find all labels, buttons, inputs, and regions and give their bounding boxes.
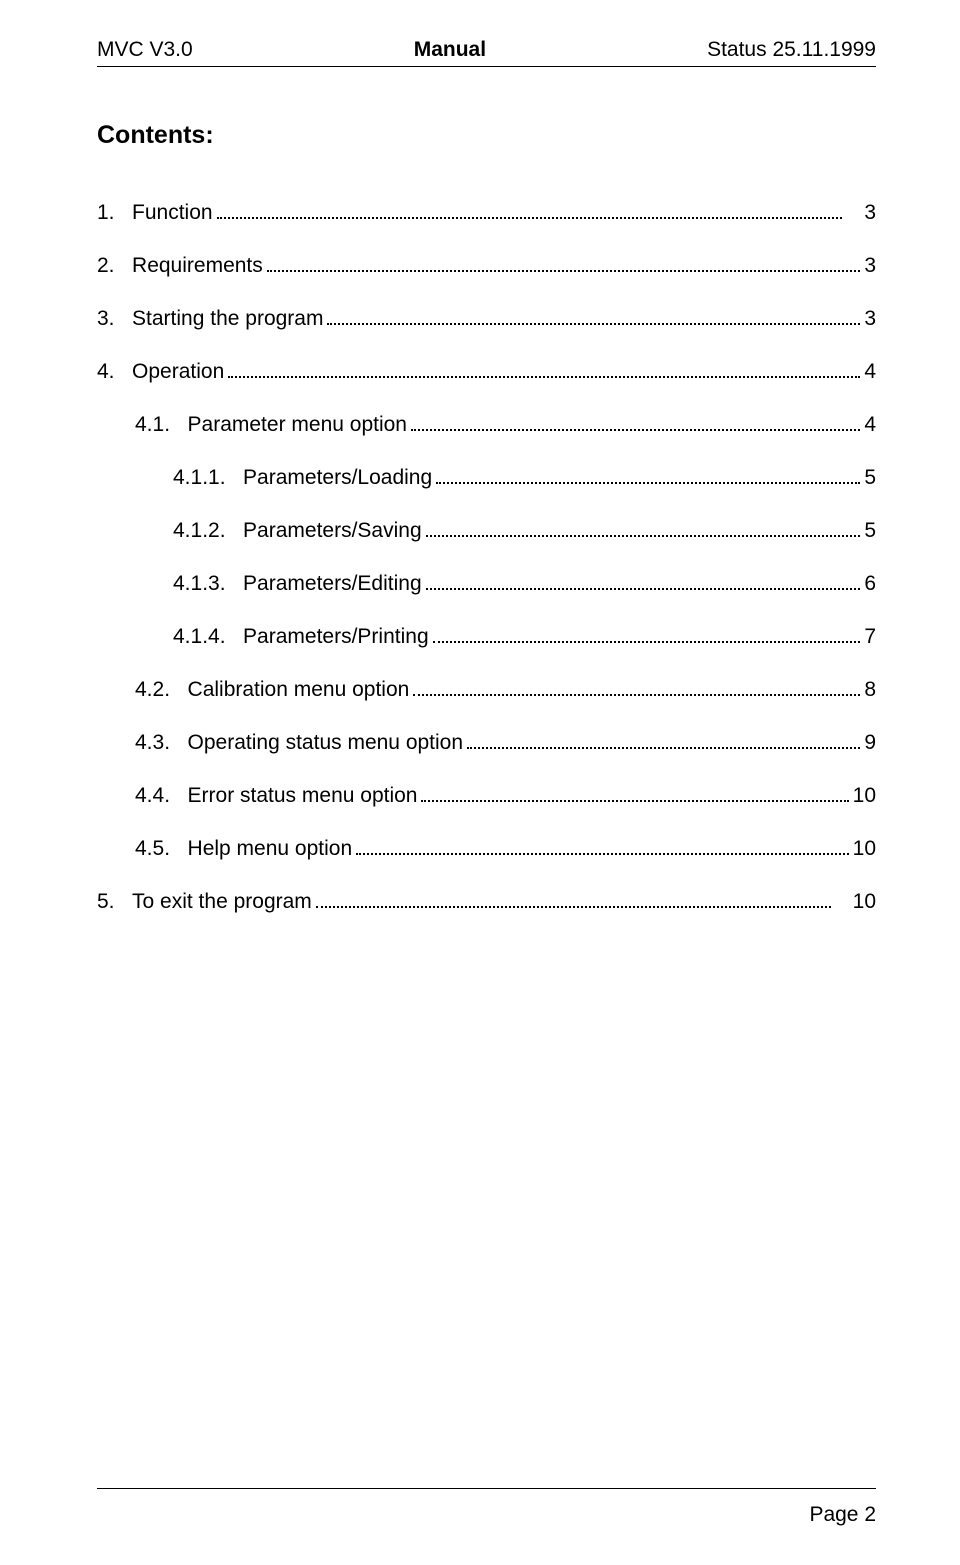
toc-entry-number: 5. (97, 890, 132, 914)
toc-entry-text: Parameters/Printing (243, 625, 429, 649)
toc-entry-page: 3 (864, 307, 876, 331)
toc-entry-page: 4 (864, 413, 876, 437)
toc-leader-dots (316, 887, 831, 908)
toc-entry-page: 10 (853, 837, 876, 861)
toc-entry: 4.5. Help menu option 10 (97, 834, 876, 861)
toc-entry-page: 5 (864, 466, 876, 490)
contents-title: Contents: (97, 121, 876, 150)
toc-leader-dots (426, 516, 861, 537)
toc-entry: 4. Operation 4 (97, 357, 876, 384)
toc-entry: 2. Requirements 3 (97, 251, 876, 278)
toc-entry-number: 2. (97, 254, 132, 278)
toc-entry: 4.1.1. Parameters/Loading 5 (97, 463, 876, 490)
toc-entry-number: 4.4. (135, 784, 188, 808)
toc-leader-dots (217, 198, 843, 219)
toc-entry-text: Calibration menu option (188, 678, 410, 702)
toc-entry-text: Error status menu option (188, 784, 418, 808)
toc-entry-text: Function (132, 201, 213, 225)
toc-entry-number: 4.3. (135, 731, 188, 755)
document-page: MVC V3.0 Manual Status 25.11.1999 Conten… (0, 0, 960, 1565)
header-left: MVC V3.0 (97, 38, 193, 62)
toc-entry-page: 4 (864, 360, 876, 384)
toc-leader-dots (411, 410, 860, 431)
toc-entry-page: 10 (853, 784, 876, 808)
toc-leader-dots (267, 251, 861, 272)
toc-entry-text: Starting the program (132, 307, 323, 331)
toc-entry-text: Operating status menu option (188, 731, 464, 755)
toc-entry: 4.1.4. Parameters/Printing 7 (97, 622, 876, 649)
toc-entry-text: Parameters/Saving (243, 519, 422, 543)
toc-entry-page: 3 (846, 201, 876, 225)
toc-entry-page: 9 (864, 731, 876, 755)
toc-entry-number: 4.1.4. (173, 625, 243, 649)
toc-leader-dots (421, 781, 848, 802)
footer-page-number: Page 2 (97, 1503, 876, 1527)
toc-entry-page: 10 (835, 890, 876, 914)
toc-entry-number: 4.1. (135, 413, 188, 437)
toc-entry-page: 5 (864, 519, 876, 543)
toc-entry-number: 4.1.2. (173, 519, 243, 543)
header-rule (97, 66, 876, 67)
toc-entry-number: 4.1.3. (173, 572, 243, 596)
toc-entry: 4.2. Calibration menu option 8 (97, 675, 876, 702)
toc-leader-dots (356, 834, 849, 855)
toc-entry-text: Operation (132, 360, 224, 384)
toc-leader-dots (413, 675, 860, 696)
page-header: MVC V3.0 Manual Status 25.11.1999 (97, 38, 876, 62)
toc-entry: 4.1. Parameter menu option 4 (97, 410, 876, 437)
toc-entry-text: To exit the program (132, 890, 312, 914)
header-center: Manual (414, 38, 486, 62)
toc-entry-text: Parameters/Editing (243, 572, 422, 596)
toc-entry-text: Requirements (132, 254, 263, 278)
footer-rule (97, 1488, 876, 1489)
toc-leader-dots (327, 304, 860, 325)
toc-leader-dots (436, 463, 860, 484)
toc-entry-text: Parameters/Loading (243, 466, 432, 490)
toc-entry: 4.1.3. Parameters/Editing 6 (97, 569, 876, 596)
toc-leader-dots (426, 569, 861, 590)
toc-leader-dots (433, 622, 861, 643)
toc-entry-page: 3 (864, 254, 876, 278)
toc-entry: 4.4. Error status menu option 10 (97, 781, 876, 808)
toc-entry-text: Parameter menu option (188, 413, 407, 437)
table-of-contents: 1. Function32. Requirements33. Starting … (97, 198, 876, 914)
toc-entry-number: 4.5. (135, 837, 188, 861)
toc-entry-number: 1. (97, 201, 132, 225)
toc-entry-number: 4. (97, 360, 132, 384)
toc-entry-page: 6 (864, 572, 876, 596)
toc-entry-number: 4.1.1. (173, 466, 243, 490)
toc-entry: 4.3. Operating status menu option 9 (97, 728, 876, 755)
toc-leader-dots (228, 357, 860, 378)
toc-entry: 1. Function 3 (97, 198, 876, 225)
toc-entry-text: Help menu option (188, 837, 353, 861)
toc-entry-number: 3. (97, 307, 132, 331)
toc-entry-page: 7 (864, 625, 876, 649)
toc-entry-page: 8 (864, 678, 876, 702)
toc-entry: 4.1.2. Parameters/Saving 5 (97, 516, 876, 543)
toc-entry: 5. To exit the program 10 (97, 887, 876, 914)
toc-entry: 3. Starting the program 3 (97, 304, 876, 331)
toc-entry-number: 4.2. (135, 678, 188, 702)
header-right: Status 25.11.1999 (707, 38, 876, 62)
page-footer: Page 2 (97, 1488, 876, 1527)
toc-leader-dots (467, 728, 860, 749)
